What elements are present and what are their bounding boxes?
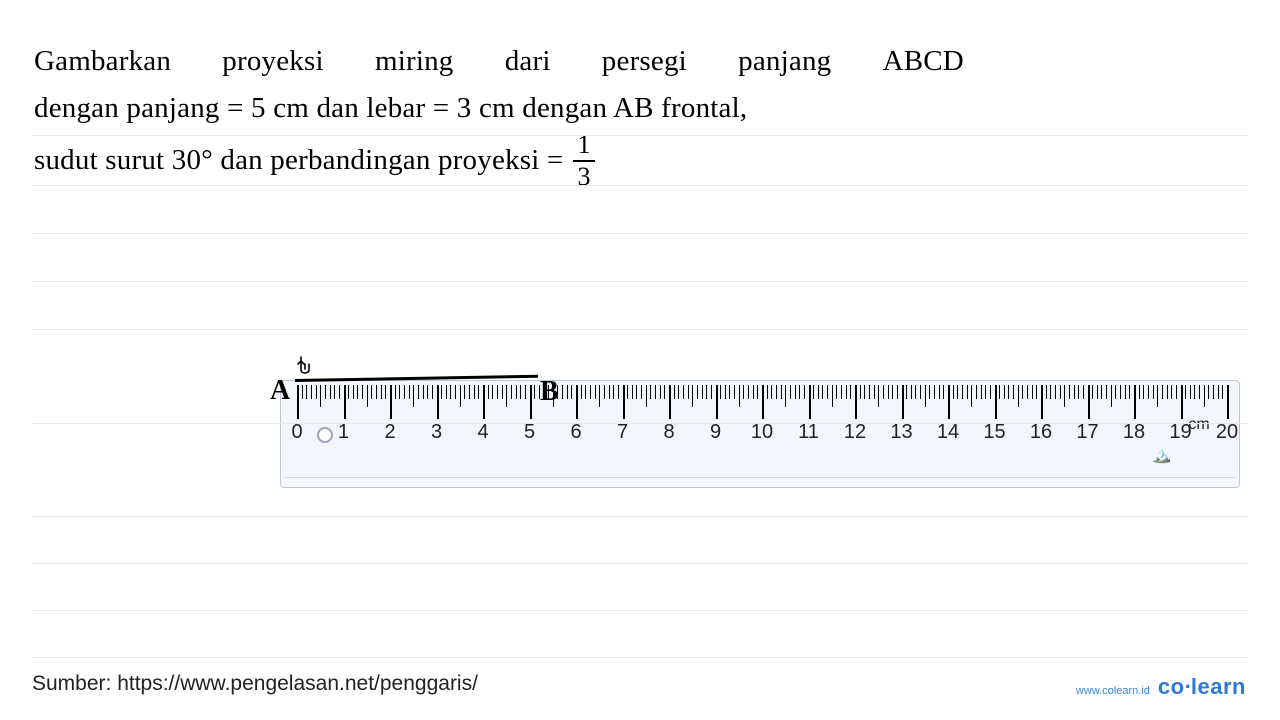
rule-line — [32, 135, 1248, 136]
projection-ratio-fraction: 1 3 — [573, 132, 594, 190]
rule-line — [32, 329, 1248, 330]
ruler-number: 9 — [710, 421, 721, 444]
ruler-number: 10 — [751, 421, 773, 444]
ruler-number: 1 — [338, 421, 349, 444]
problem-line1: Gambarkanproyeksimiringdaripersegipanjan… — [34, 38, 964, 85]
ruler-number: 20 — [1216, 421, 1238, 444]
problem-line2: dengan panjang = 5 cm dan lebar = 3 cm d… — [34, 85, 964, 132]
ruler-number: 7 — [617, 421, 628, 444]
rule-line — [32, 185, 1248, 186]
problem-text: Gambarkanproyeksimiringdaripersegipanjan… — [34, 38, 964, 190]
ruler-number: 2 — [384, 421, 395, 444]
brand-url: www.colearn.id — [1076, 685, 1150, 697]
source-caption: Sumber: https://www.pengelasan.net/pengg… — [32, 672, 478, 696]
ruler-brand-icon: 🏔️ — [1152, 445, 1172, 465]
ruler-number: 13 — [890, 421, 912, 444]
ruler-number: 11 — [798, 421, 819, 444]
point-label-a: A — [270, 375, 290, 407]
rule-line — [32, 516, 1248, 517]
rule-line — [32, 233, 1248, 234]
problem-line3-pre: sudut surut 30° dan perbandingan proyeks… — [34, 137, 563, 184]
rule-line — [32, 563, 1248, 564]
rule-line — [32, 610, 1248, 611]
ruler-unit-label: cm — [1188, 416, 1209, 434]
ruler-number: 5 — [524, 421, 535, 444]
ruler-number: 6 — [570, 421, 581, 444]
brand-mark: www.colearn.id co·learn — [1076, 674, 1246, 700]
ruler-number: 16 — [1030, 421, 1052, 444]
rule-line — [32, 423, 1248, 424]
pointer-cursor-icon — [295, 355, 315, 385]
ruler-number: 18 — [1123, 421, 1145, 444]
ruler-number: 0 — [291, 421, 302, 444]
ruler-number: 12 — [844, 421, 866, 444]
ruler-number: 14 — [937, 421, 959, 444]
rule-line — [32, 657, 1248, 658]
point-label-b: B — [540, 376, 559, 408]
ruler-number: 3 — [431, 421, 442, 444]
ruler-number: 8 — [663, 421, 674, 444]
ruler-hole-icon — [317, 427, 333, 443]
ruler-number: 17 — [1076, 421, 1098, 444]
ruler-number: 4 — [477, 421, 488, 444]
brand-logo: co·learn — [1158, 674, 1246, 700]
rule-line — [32, 281, 1248, 282]
ruler[interactable]: 01234567891011121314151617181920cm🏔️ — [280, 380, 1240, 488]
ruler-number: 15 — [983, 421, 1005, 444]
